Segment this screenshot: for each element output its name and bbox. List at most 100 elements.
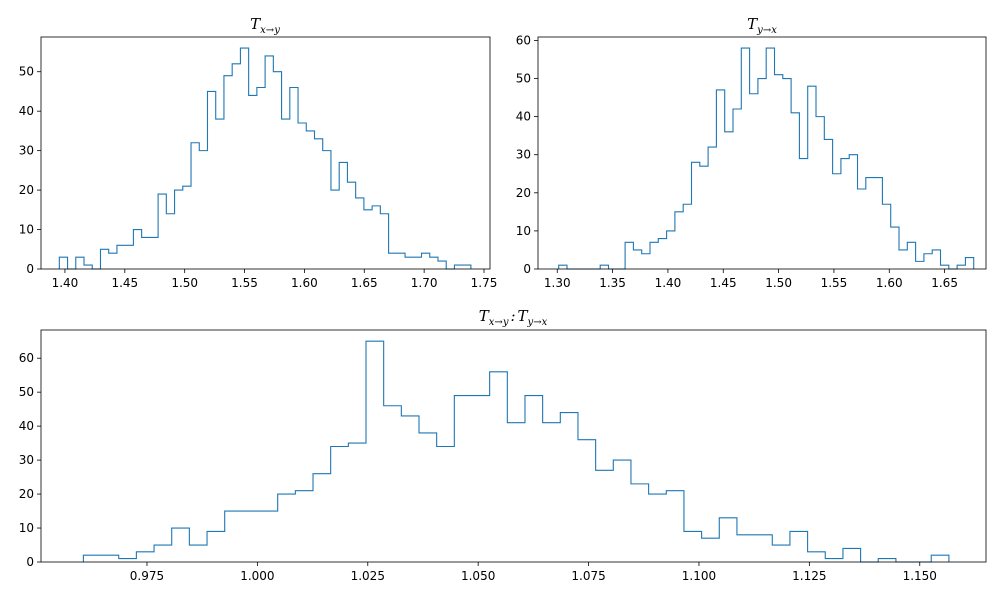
histogram-bin xyxy=(683,204,691,269)
histogram-bin xyxy=(422,253,430,269)
histogram-bin xyxy=(242,511,260,562)
histogram-bin xyxy=(543,423,561,562)
x-tick-label: 1.150 xyxy=(903,569,937,583)
histogram-bin xyxy=(613,460,631,562)
histogram-bin xyxy=(273,72,281,269)
histogram-bin xyxy=(560,413,578,562)
histogram-bin xyxy=(265,56,273,269)
histogram-bin xyxy=(525,396,543,562)
x-tick-label: 1.125 xyxy=(792,569,826,583)
histogram-bin xyxy=(783,79,791,269)
histogram-bin xyxy=(824,139,832,269)
x-tick-label: 1.60 xyxy=(291,276,318,290)
histogram-bin xyxy=(384,406,402,562)
histogram-bin xyxy=(692,162,700,269)
histogram-bin xyxy=(154,545,172,562)
histogram-outline xyxy=(82,340,950,563)
histogram-bin xyxy=(189,545,207,562)
histogram-bin xyxy=(295,491,313,562)
y-tick-label: 30 xyxy=(19,453,34,467)
histogram-bin xyxy=(249,95,257,269)
histogram-bin xyxy=(684,531,702,562)
histogram-bin xyxy=(397,253,405,269)
histogram-bin xyxy=(76,257,84,269)
histogram-bin xyxy=(790,531,808,562)
histogram-bin xyxy=(372,206,380,269)
histogram-bin xyxy=(791,113,799,269)
histogram-bin xyxy=(191,143,199,269)
x-tick-label: 1.025 xyxy=(351,569,385,583)
title-main: T xyxy=(250,15,261,33)
title-subscript: x→y xyxy=(260,25,280,36)
histogram-bin xyxy=(150,237,158,269)
histogram-bin xyxy=(737,535,755,562)
histogram-bin xyxy=(101,555,119,562)
histogram-bin xyxy=(83,555,101,562)
y-tick-label: 60 xyxy=(516,33,531,47)
chart-title-ratio: Tx→y: Ty→x xyxy=(479,307,548,328)
histogram-bin xyxy=(916,261,924,269)
histogram-panel-ratio: Tx→y: Ty→x 0.975 1.000 1.025 1.050 1.075 1.100… xyxy=(19,307,987,583)
y-tick-label: 50 xyxy=(19,385,34,399)
histogram-bin xyxy=(932,250,940,269)
histogram-bin xyxy=(109,253,117,269)
y-tick-label: 50 xyxy=(516,72,531,86)
histogram-bin xyxy=(719,518,737,562)
histogram-bin xyxy=(957,265,965,269)
histogram-bin xyxy=(841,159,849,269)
histogram-bin xyxy=(117,245,125,269)
y-tick-label: 20 xyxy=(19,487,34,501)
x-tick-label: 1.50 xyxy=(171,276,198,290)
histogram-bin xyxy=(323,151,331,269)
histogram-bin xyxy=(858,189,866,269)
histogram-bin xyxy=(463,265,471,269)
y-tick-label: 50 xyxy=(19,65,34,79)
histogram-bin xyxy=(306,131,314,269)
histogram-bin xyxy=(633,250,641,269)
histogram-bin xyxy=(419,433,437,562)
y-tick-label: 20 xyxy=(19,183,34,197)
histogram-bin xyxy=(313,474,331,562)
y-tick-label: 40 xyxy=(19,419,34,433)
y-tick-label: 60 xyxy=(19,351,34,365)
title-main: T xyxy=(747,15,758,33)
x-tick-label: 1.45 xyxy=(111,276,138,290)
histogram-bin xyxy=(331,190,339,269)
x-tick-label: 1.65 xyxy=(931,276,958,290)
title-subscript-2: y→x xyxy=(527,317,548,328)
histogram-bin xyxy=(758,79,766,269)
histogram-bin xyxy=(437,447,455,562)
histogram-bin xyxy=(472,396,490,562)
plot-area: 0.975 1.000 1.025 1.050 1.075 1.100 1.125 1.150… xyxy=(19,329,987,583)
histogram-bin xyxy=(725,132,733,269)
histogram-bin xyxy=(849,155,857,269)
x-tick-label: 1.30 xyxy=(544,276,571,290)
histogram-bin xyxy=(315,139,323,269)
histogram-bin xyxy=(874,178,882,269)
histogram-bin xyxy=(199,151,207,269)
histogram-bin xyxy=(84,265,92,269)
histogram-bin xyxy=(175,190,183,269)
histogram-bin xyxy=(882,204,890,269)
histogram-bin xyxy=(941,265,949,269)
title-subscript-1: x→y xyxy=(489,317,509,328)
histogram-bin xyxy=(405,257,413,269)
histogram-bin xyxy=(808,552,826,562)
histogram-bin xyxy=(650,242,658,269)
x-tick-label: 1.50 xyxy=(765,276,792,290)
x-tick-label: 1.050 xyxy=(461,569,495,583)
histogram-bin xyxy=(347,182,355,269)
histogram-bin xyxy=(891,227,899,269)
histogram-bin xyxy=(331,447,349,562)
title-main-2: T xyxy=(518,307,529,325)
histogram-bin xyxy=(559,265,567,269)
y-tick-label: 0 xyxy=(26,555,34,569)
y-tick-label: 40 xyxy=(516,110,531,124)
histogram-bin xyxy=(931,555,949,562)
histogram-bin xyxy=(675,212,683,269)
y-tick-label: 10 xyxy=(19,223,34,237)
histogram-bin xyxy=(232,64,240,269)
title-main-1: T xyxy=(479,307,490,325)
x-tick-label: 1.075 xyxy=(571,569,605,583)
